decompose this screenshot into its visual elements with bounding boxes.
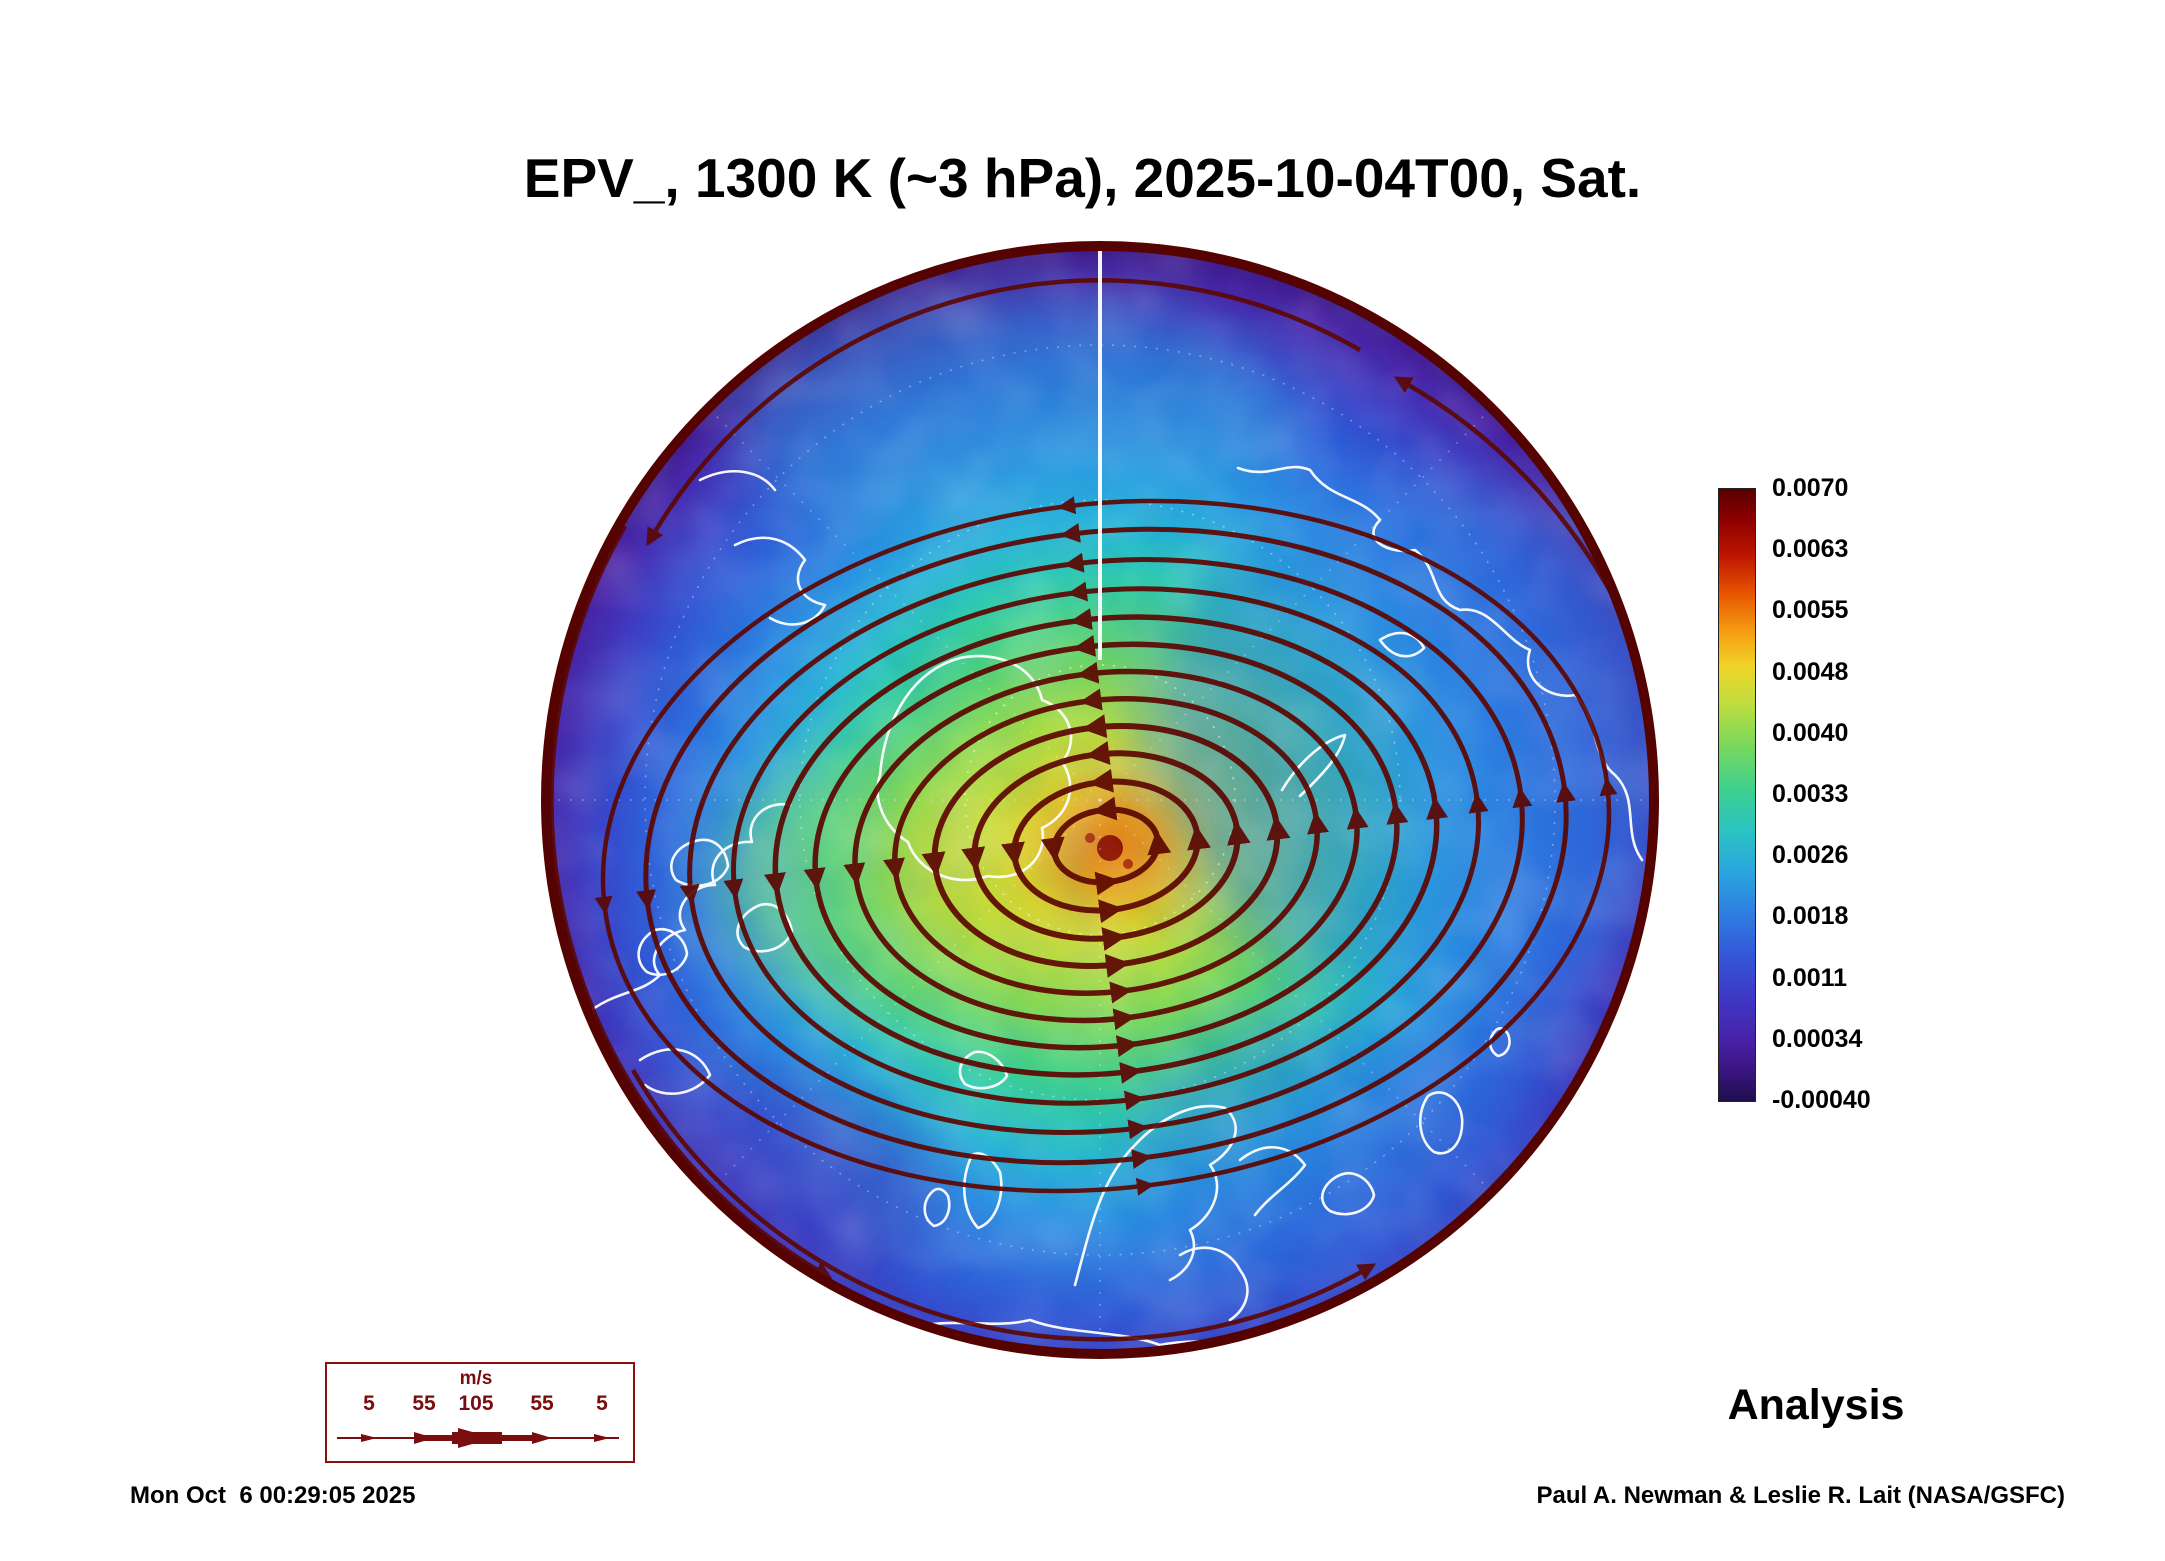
author-credit: Paul A. Newman & Leslie R. Lait (NASA/GS… — [1536, 1482, 2065, 1509]
colorbar-tick: 0.0033 — [1772, 779, 1849, 808]
colorbar-gradient — [1718, 488, 1756, 1102]
colorbar-tick: 0.0063 — [1772, 535, 1849, 564]
page-title: EPV_, 1300 K (~3 hPa), 2025-10-04T00, Sa… — [523, 147, 1642, 209]
generation-timestamp: Mon Oct 6 00:29:05 2025 — [130, 1482, 416, 1509]
colorbar-tick: 0.0070 — [1772, 474, 1849, 502]
wind-tick: 5 — [596, 1392, 608, 1415]
colorbar-tick: 0.0018 — [1772, 902, 1849, 931]
wind-arrow-glyph — [337, 1428, 619, 1448]
analysis-label: Analysis — [1727, 1381, 1905, 1429]
colorbar-tick: 0.0040 — [1772, 718, 1849, 747]
wind-tick: 55 — [412, 1392, 436, 1415]
wind-tick: 5 — [363, 1392, 375, 1415]
colorbar-tick: 0.0011 — [1772, 963, 1848, 992]
colorbar-tick: -0.00040 — [1772, 1085, 1871, 1114]
wind-tick: 55 — [530, 1392, 554, 1415]
colorbar-tick: 0.00034 — [1772, 1024, 1863, 1053]
colorbar-tick: 0.0026 — [1772, 841, 1849, 870]
colorbar — [1718, 488, 1756, 1102]
colorbar-tick: 0.0048 — [1772, 657, 1849, 686]
wind-tick: 105 — [458, 1392, 494, 1415]
colorbar-tick: 0.0055 — [1772, 596, 1849, 625]
rim-ring — [541, 241, 1659, 1359]
colorbar-labels: 0.0070 0.0063 0.0055 0.0048 0.0040 0.003… — [1772, 474, 1942, 1114]
globe-disc — [544, 244, 1656, 1356]
wind-legend-unit: m/s — [459, 1368, 493, 1389]
wind-streamlines — [594, 496, 1618, 1196]
wind-speed-legend: m/s 5 55 105 55 5 — [325, 1362, 635, 1463]
